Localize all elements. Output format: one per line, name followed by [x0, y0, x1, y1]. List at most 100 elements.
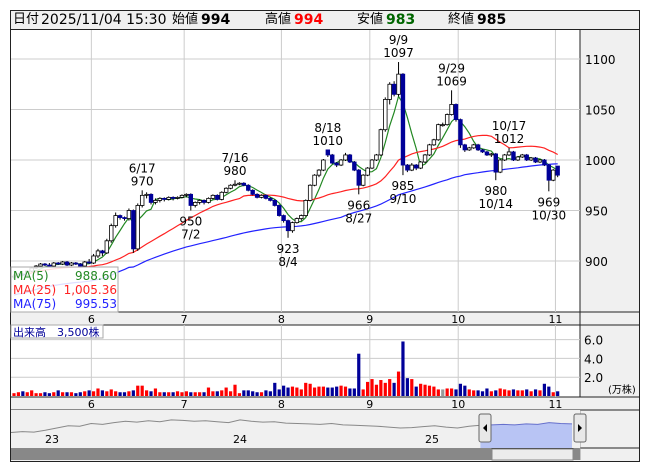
volume-bar — [52, 392, 56, 396]
candle-up — [206, 197, 211, 203]
volume-bar — [379, 380, 383, 396]
volume-bar — [87, 390, 91, 396]
candle-down — [170, 196, 176, 199]
candle-down — [480, 149, 485, 153]
candle-up — [232, 183, 238, 186]
month-tick-label: 7 — [181, 313, 188, 326]
navigator-left-handle[interactable] — [478, 413, 492, 443]
volume-bar — [405, 378, 409, 396]
candle-down — [64, 261, 70, 266]
candle-down — [511, 151, 516, 161]
volume-bar — [189, 392, 193, 396]
volume-bar — [516, 390, 520, 396]
volume-bar — [38, 393, 43, 396]
volume-bar — [432, 386, 436, 396]
annotation-date: 10/14 — [478, 197, 513, 211]
candle-down — [250, 189, 255, 195]
volume-bar — [220, 390, 224, 396]
candle-down — [414, 164, 419, 169]
candle-up — [175, 196, 180, 199]
volume-bar — [357, 353, 361, 396]
candle-up — [259, 194, 264, 198]
scrollbar-track[interactable] — [11, 449, 580, 460]
candle-down — [263, 194, 269, 199]
candle-up — [365, 167, 370, 176]
volume-bar — [339, 385, 343, 396]
ma-legend-label: MA(25) — [13, 283, 56, 297]
volume-bar — [83, 391, 87, 396]
volume-bar — [308, 383, 312, 396]
volume-bar — [56, 390, 60, 396]
candle-down — [131, 210, 136, 250]
volume-bar — [180, 392, 184, 396]
volume-bar — [162, 392, 166, 396]
candle-up — [422, 154, 428, 163]
candle-up — [312, 174, 317, 186]
candle-up — [436, 124, 441, 141]
volume-bar — [480, 391, 485, 396]
candle-up — [139, 194, 145, 206]
volume-bar — [370, 379, 374, 396]
navigator-right-handle[interactable] — [573, 413, 587, 443]
annotation-low-value: 985 — [392, 179, 415, 193]
annotation-high-value: 1012 — [494, 132, 525, 146]
volume-bar — [312, 387, 317, 396]
volume-bar — [489, 391, 493, 396]
low-value: 983 — [386, 12, 416, 28]
month-tick-label: 10 — [451, 398, 465, 411]
volume-bar — [122, 392, 127, 396]
candle-down — [86, 261, 92, 264]
volume-bar — [330, 387, 334, 396]
volume-bar — [215, 391, 219, 396]
volume-bar — [396, 371, 401, 396]
volume-bar — [304, 382, 308, 396]
volume-bar — [171, 392, 175, 396]
month-tick-label: 7 — [181, 398, 188, 411]
annotation-low-value: 980 — [484, 184, 507, 198]
volume-bar — [69, 392, 74, 396]
ohlc-header: 日付 2025/11/04 15:30 始値 994 高値 994 安値 983… — [11, 11, 639, 30]
candle-down — [268, 197, 273, 201]
volume-bar — [114, 391, 118, 396]
volume-bar — [136, 385, 140, 396]
price-tick-label: 900 — [585, 255, 608, 269]
candle-up — [157, 197, 163, 201]
volume-bar — [100, 390, 104, 396]
candle-up — [502, 154, 507, 161]
candle-up — [38, 263, 43, 267]
candle-down — [524, 154, 529, 161]
candle-up — [193, 202, 198, 206]
volume-tick-label: 2.0 — [584, 371, 603, 385]
volume-bar — [472, 390, 476, 396]
volume-bar — [16, 392, 21, 396]
volume-bar — [105, 391, 109, 396]
volume-bar — [61, 392, 65, 396]
volume-bar — [96, 388, 100, 396]
candle-down — [546, 164, 552, 181]
volume-bar — [507, 390, 511, 396]
volume-bar — [211, 391, 215, 396]
volume-bar — [153, 388, 158, 396]
candle-down — [215, 194, 220, 200]
candle-down — [47, 264, 52, 267]
scrollbar-thumb[interactable] — [491, 448, 574, 461]
volume-bar — [458, 383, 463, 396]
navigator-selection-fill — [480, 422, 572, 448]
volume-bar — [467, 389, 471, 396]
volume-bar — [343, 386, 348, 396]
candle-up — [378, 129, 384, 156]
volume-bar — [317, 386, 321, 396]
volume-bar — [30, 390, 34, 396]
candle-down — [330, 154, 335, 164]
arrow-left-icon — [483, 424, 487, 432]
volume-bar — [335, 386, 339, 396]
volume-bar — [149, 391, 153, 396]
candle-up — [104, 240, 110, 254]
candle-up — [179, 194, 185, 198]
candle-down — [246, 184, 251, 191]
volume-bar — [268, 391, 272, 396]
volume-bar — [251, 391, 255, 396]
volume-bar — [184, 391, 188, 396]
volume-bar — [246, 390, 250, 396]
